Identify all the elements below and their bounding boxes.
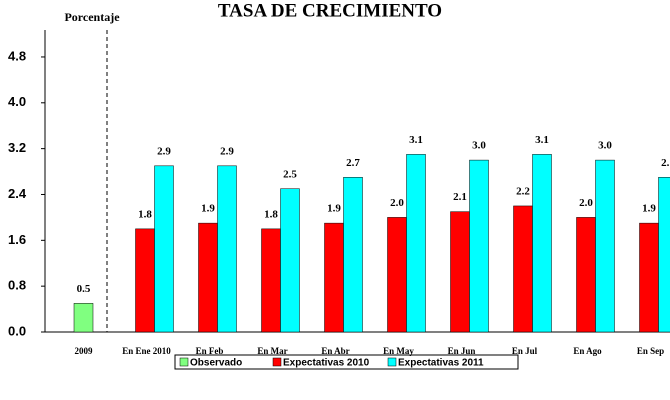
value-label: 2.1 (453, 191, 467, 203)
bar (73, 303, 94, 333)
value-label: 3.1 (535, 134, 549, 146)
value-label: 1.9 (201, 203, 215, 215)
value-label: 2.9 (220, 145, 234, 157)
bar (406, 154, 426, 333)
y-tick-label: 2.4 (8, 186, 27, 201)
bar (658, 177, 670, 333)
bar (595, 159, 615, 333)
bar (343, 177, 363, 333)
value-label: 2.0 (390, 197, 404, 209)
bar (280, 188, 300, 333)
bar (387, 217, 407, 333)
bar (135, 228, 155, 333)
legend-label: Expectativas 2010 (283, 358, 370, 369)
value-label: 2.2 (516, 185, 530, 197)
bar (639, 222, 659, 333)
value-label: 0.5 (77, 283, 91, 295)
y-tick-label: 4.8 (8, 48, 26, 63)
x-tick-label: En Sep (637, 346, 664, 356)
y-tick-label: 4.0 (8, 94, 26, 109)
y-tick-label: 3.2 (8, 140, 26, 155)
bar (324, 222, 344, 333)
bar (469, 159, 489, 333)
value-label: 3.0 (598, 140, 612, 152)
value-label: 2.5 (283, 168, 297, 180)
x-tick-label: En May (383, 346, 414, 356)
x-tick-label: 2009 (75, 346, 94, 356)
bar (513, 205, 533, 333)
x-tick-label: En Ago (573, 346, 602, 356)
value-label: 3.0 (472, 140, 486, 152)
legend (174, 354, 519, 370)
value-label: 2.7 (346, 157, 360, 169)
x-tick-label: En Feb (196, 346, 224, 356)
bar (154, 165, 174, 333)
bar (450, 211, 470, 333)
value-label: 2.0 (579, 197, 593, 209)
value-label: 2.7 (661, 157, 670, 169)
value-label: 1.8 (138, 208, 152, 220)
bar (261, 228, 281, 333)
y-tick-label: 1.6 (8, 232, 26, 247)
y-tick-label: 0.8 (8, 278, 26, 293)
chart-title: TASA DE CRECIMIENTO (218, 0, 442, 21)
legend-swatch (272, 357, 282, 367)
value-label: 1.9 (642, 203, 656, 215)
bar (217, 165, 237, 333)
x-tick-label: En Jun (448, 346, 476, 356)
x-tick-label: En Abr (321, 346, 349, 356)
legend-swatch (387, 357, 397, 367)
value-label: 3.1 (409, 134, 423, 146)
x-tick-label: En Jul (512, 346, 538, 356)
y-axis-label: Porcentaje (64, 10, 120, 24)
value-label: 1.8 (264, 208, 278, 220)
y-tick-label: 0.0 (8, 323, 26, 338)
legend-label: Observado (190, 358, 242, 369)
value-label: 1.9 (327, 203, 341, 215)
x-tick-label: En Mar (257, 346, 287, 356)
value-label: 2.9 (157, 145, 171, 157)
bar (198, 222, 218, 333)
x-tick-label: En Ene 2010 (122, 346, 171, 356)
bar (576, 217, 596, 333)
legend-swatch (179, 357, 189, 367)
legend-label: Expectativas 2011 (398, 358, 484, 369)
bar (532, 154, 552, 333)
